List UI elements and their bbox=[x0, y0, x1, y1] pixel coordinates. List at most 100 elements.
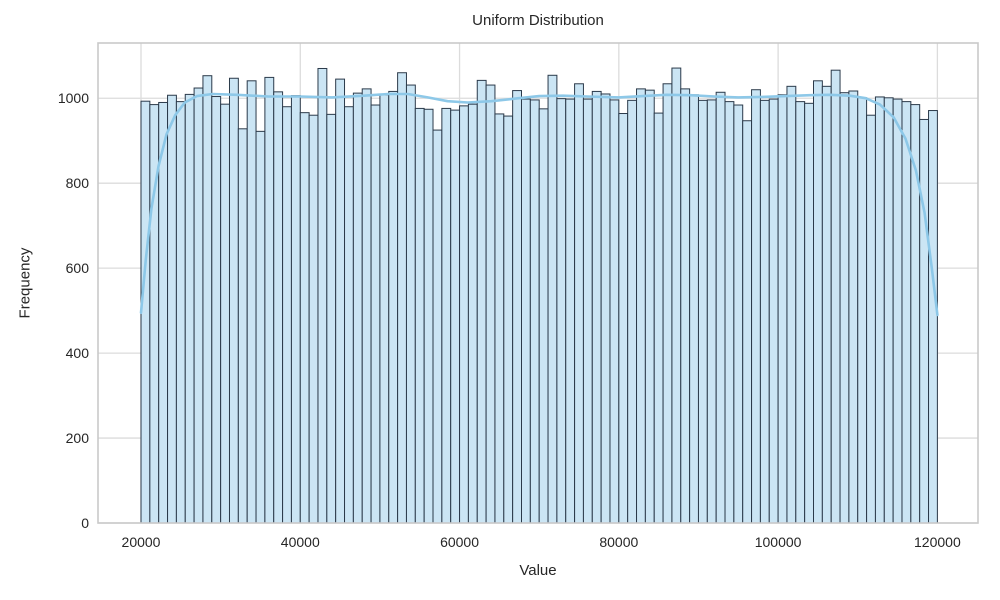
histogram-bar bbox=[582, 98, 593, 524]
histogram-bar bbox=[308, 114, 319, 524]
histogram-bar bbox=[184, 93, 195, 524]
histogram-bar bbox=[830, 69, 841, 524]
histogram-bar bbox=[237, 128, 248, 524]
histogram-bar bbox=[706, 99, 717, 524]
histogram-bar bbox=[326, 113, 337, 524]
x-tick-label: 100000 bbox=[755, 534, 802, 550]
histogram-bar bbox=[565, 98, 576, 524]
histogram-bar bbox=[193, 87, 204, 524]
y-tick-label: 800 bbox=[66, 175, 90, 191]
histogram-bar bbox=[529, 99, 540, 524]
histogram-bar bbox=[742, 120, 753, 524]
histogram-bar bbox=[538, 108, 549, 524]
histogram-bar bbox=[361, 88, 372, 524]
histogram-bar bbox=[494, 113, 505, 524]
histogram-bar bbox=[335, 78, 346, 524]
x-axis-label: Value bbox=[519, 562, 557, 579]
y-tick-label: 600 bbox=[66, 260, 90, 276]
y-axis-label: Frequency bbox=[16, 247, 34, 319]
histogram-bar bbox=[928, 110, 938, 524]
histogram-bar bbox=[175, 101, 186, 524]
histogram-bar bbox=[397, 72, 407, 524]
histogram-bar bbox=[786, 85, 797, 524]
x-tick-label: 20000 bbox=[122, 534, 161, 550]
histogram-bar bbox=[220, 103, 230, 524]
histogram-bar bbox=[290, 95, 301, 524]
histogram-bar bbox=[352, 92, 363, 524]
histogram-bar bbox=[724, 101, 735, 524]
histogram-bar bbox=[158, 101, 169, 524]
histogram-bar bbox=[777, 94, 788, 524]
histogram-bar bbox=[848, 90, 859, 524]
histogram-bar bbox=[423, 108, 434, 524]
histogram-bar bbox=[459, 105, 469, 524]
histogram-bar bbox=[804, 102, 815, 524]
histogram-bar bbox=[202, 75, 213, 524]
histogram-bar bbox=[574, 83, 584, 524]
histogram-bar bbox=[839, 92, 850, 524]
histogram-bar bbox=[388, 90, 399, 524]
plot-border bbox=[97, 42, 979, 524]
histogram-bar bbox=[866, 114, 876, 524]
histogram-bar bbox=[264, 76, 275, 524]
histogram-bar bbox=[414, 107, 425, 524]
histogram-bar bbox=[662, 83, 673, 524]
histogram-bar bbox=[167, 94, 177, 524]
histogram-bar bbox=[476, 79, 487, 524]
histogram-bar bbox=[246, 80, 257, 524]
histogram-bar bbox=[441, 107, 452, 524]
histogram-bar bbox=[892, 98, 903, 524]
histogram-bar bbox=[751, 89, 761, 524]
histogram-bar bbox=[618, 113, 629, 524]
histogram-bar bbox=[795, 101, 806, 524]
histogram-bar bbox=[299, 112, 310, 524]
histogram-bar bbox=[591, 90, 602, 524]
y-tick-label: 200 bbox=[66, 430, 90, 446]
histogram-bar bbox=[556, 98, 567, 524]
histogram-bar bbox=[255, 130, 266, 524]
histogram-bar bbox=[857, 97, 868, 524]
y-tick-label: 0 bbox=[81, 515, 89, 531]
histogram-bar bbox=[282, 106, 292, 524]
histogram-bar bbox=[627, 99, 638, 524]
histogram-bar bbox=[919, 118, 930, 524]
histogram-bar bbox=[671, 67, 682, 524]
histogram-bar bbox=[467, 103, 478, 524]
histogram-bar bbox=[644, 89, 655, 524]
histogram-bar bbox=[405, 84, 416, 524]
histogram-bar bbox=[600, 93, 611, 524]
histogram-bar bbox=[547, 74, 558, 524]
x-tick-label: 80000 bbox=[599, 534, 638, 550]
histogram-bar bbox=[813, 80, 823, 524]
histogram-bar bbox=[228, 77, 239, 524]
histogram-bar bbox=[874, 96, 885, 524]
histogram-bar bbox=[636, 88, 646, 524]
histogram-bar bbox=[520, 98, 531, 524]
histogram-bar bbox=[432, 129, 443, 524]
y-tick-label: 1000 bbox=[58, 90, 89, 106]
histogram-bar bbox=[485, 84, 496, 524]
x-tick-label: 40000 bbox=[281, 534, 320, 550]
histogram-bar bbox=[450, 109, 461, 524]
histogram-bar bbox=[503, 115, 514, 524]
histogram-bar bbox=[689, 94, 699, 524]
histogram-bar bbox=[344, 106, 354, 524]
histogram-bar bbox=[733, 104, 744, 524]
histogram-bar bbox=[768, 98, 779, 524]
histogram-bar bbox=[821, 85, 832, 524]
histogram-bar bbox=[317, 67, 328, 524]
x-tick-label: 60000 bbox=[440, 534, 479, 550]
histogram-bar bbox=[379, 94, 390, 524]
histogram-bar bbox=[211, 96, 222, 524]
kde-line bbox=[139, 92, 939, 317]
x-tick-label: 120000 bbox=[914, 534, 961, 550]
histogram-bar bbox=[609, 99, 620, 524]
histogram-bar bbox=[697, 99, 708, 524]
y-tick-label: 400 bbox=[66, 345, 90, 361]
histogram-bar bbox=[370, 104, 381, 524]
histogram-bar bbox=[653, 112, 664, 524]
histogram-bar bbox=[680, 88, 691, 524]
histogram-bar bbox=[715, 91, 726, 524]
